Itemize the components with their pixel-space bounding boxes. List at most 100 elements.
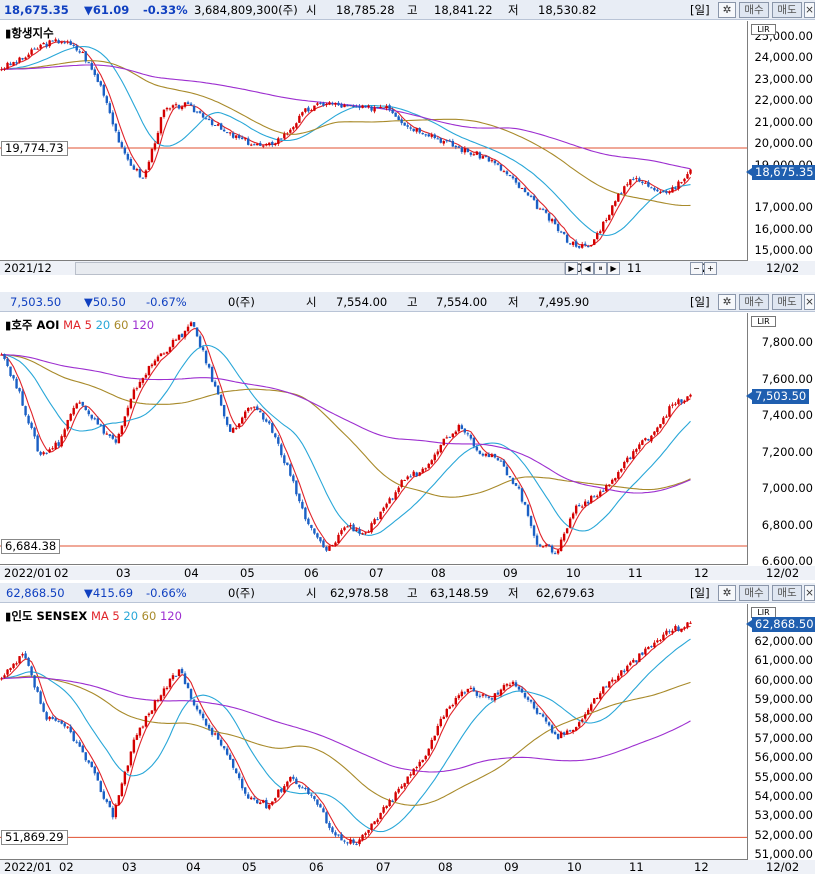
panel2-log-toggle-icon[interactable]: LIR [751, 316, 776, 327]
panel1-plot[interactable]: ▮항생지수 19,774.73 [0, 21, 748, 261]
candle-body [295, 480, 298, 495]
panel1-zoom-out-button[interactable]: − [690, 262, 703, 275]
candle-body [641, 440, 644, 445]
candle-body [27, 415, 30, 424]
candle-body [593, 496, 596, 498]
panel2-period-button[interactable]: [일] [690, 294, 710, 309]
candle-body [159, 117, 163, 134]
candle-body [436, 451, 439, 455]
panel3-settings-icon[interactable]: ✲ [718, 585, 736, 601]
candle-body [192, 105, 196, 113]
candle-body [201, 113, 205, 118]
candle-body [72, 407, 75, 415]
candle-body [599, 231, 602, 234]
candle-body [177, 104, 181, 109]
candle-body [565, 528, 569, 534]
candle-body [162, 688, 166, 696]
panel1-period-button[interactable]: [일] [690, 2, 710, 17]
panel3-chart-area[interactable]: ▮인도 SENSEX MA 5 20 60 120 51,869.29 62,0… [0, 604, 815, 860]
candle-body [87, 410, 90, 415]
candle-body [562, 533, 566, 541]
x-tick-label: 2022/01 [4, 566, 52, 580]
panel3-plot[interactable]: ▮인도 SENSEX MA 5 20 60 120 51,869.29 [0, 604, 748, 860]
panel1-close-icon[interactable]: × [804, 2, 815, 18]
candle-body [535, 535, 539, 545]
panel1-sell-button[interactable]: 매도 [772, 2, 802, 18]
candle-body [87, 62, 90, 64]
candle-body [430, 460, 433, 465]
panel2-settings-icon[interactable]: ✲ [718, 294, 736, 310]
panel1-chart-area[interactable]: ▮항생지수 19,774.73 25,000.00 24,000.00 23,000… [0, 21, 815, 261]
ma120-line [1, 64, 691, 170]
panel3-legend-ma20: 20 [123, 609, 139, 623]
candle-body [565, 234, 569, 243]
candle-body [210, 728, 214, 735]
candle-body [45, 452, 48, 454]
candle-body [168, 108, 172, 110]
candle-body [162, 353, 166, 355]
candle-body [656, 427, 659, 433]
x-tick-label: 06 [304, 566, 319, 580]
panel1-pause-button[interactable]: ⏸ [594, 262, 607, 275]
candle-body [484, 695, 488, 697]
panel1-log-toggle-icon[interactable]: LIR [751, 24, 776, 35]
panel1-buy-button[interactable]: 매수 [739, 2, 769, 18]
candle-body [207, 119, 211, 121]
candle-body [671, 187, 674, 193]
y-tick-label: 55,000.00 [754, 769, 813, 784]
y-tick-label: 56,000.00 [754, 750, 813, 765]
candle-body [343, 840, 346, 842]
panel1-next-button[interactable]: ▶ [607, 262, 620, 275]
panel1-settings-icon[interactable]: ✲ [718, 2, 736, 18]
panel2-chart-area[interactable]: ▮호주 AOI MA 5 20 60 120 6,684.38 7,800.00… [0, 313, 815, 565]
candle-body [225, 132, 229, 134]
candle-body [490, 454, 494, 457]
candle-body [240, 137, 244, 140]
candle-body [424, 755, 427, 760]
panel2-sell-button[interactable]: 매도 [772, 294, 802, 310]
candle-body [505, 171, 509, 175]
candle-body [535, 199, 539, 209]
candle-body [0, 354, 3, 356]
candle-body [538, 713, 542, 715]
x-tick-label: 02 [54, 566, 69, 580]
panel3-close-icon[interactable]: × [804, 585, 815, 601]
candle-body [216, 385, 220, 395]
panel2-plot[interactable]: ▮호주 AOI MA 5 20 60 120 6,684.38 [0, 313, 748, 565]
candle-body [262, 800, 265, 803]
panel1-header: 18,675.35 ▼61.09 -0.33% 3,684,809,300(주)… [0, 0, 815, 20]
candle-body [168, 347, 172, 353]
candle-body [683, 627, 686, 629]
candle-body [457, 146, 461, 148]
candle-body [147, 366, 151, 375]
candle-body [325, 812, 328, 824]
panel3-buy-button[interactable]: 매수 [739, 585, 769, 601]
candle-body [108, 103, 112, 113]
candle-body [644, 182, 647, 184]
candle-body [9, 63, 12, 66]
candle-body [484, 155, 488, 157]
panel1-scrollbar[interactable] [75, 262, 565, 275]
candle-body [262, 412, 265, 420]
candle-body [385, 503, 388, 508]
candle-body [105, 96, 109, 103]
candle-body [48, 449, 51, 453]
panel2-buy-button[interactable]: 매수 [739, 294, 769, 310]
panel1-zoom-in-button[interactable]: + [704, 262, 717, 275]
candle-body [51, 716, 54, 719]
panel2-close-icon[interactable]: × [804, 294, 815, 310]
current-price-tag: 7,503.50 [745, 389, 810, 405]
panel1-prev-button[interactable]: ◀ [581, 262, 594, 275]
candle-body [171, 675, 175, 680]
panel3-period-button[interactable]: [일] [690, 585, 710, 600]
panel1-scroll-right-button[interactable]: ▶ [565, 262, 578, 275]
x-tick-label: 2021/12 [4, 261, 52, 275]
candle-body [165, 687, 169, 690]
candle-body [421, 759, 424, 763]
candle-body [18, 656, 21, 664]
candle-body [376, 107, 379, 109]
candle-body [644, 438, 647, 441]
panel3-sell-button[interactable]: 매도 [772, 585, 802, 601]
candle-body [195, 705, 199, 710]
candle-body [81, 52, 84, 54]
